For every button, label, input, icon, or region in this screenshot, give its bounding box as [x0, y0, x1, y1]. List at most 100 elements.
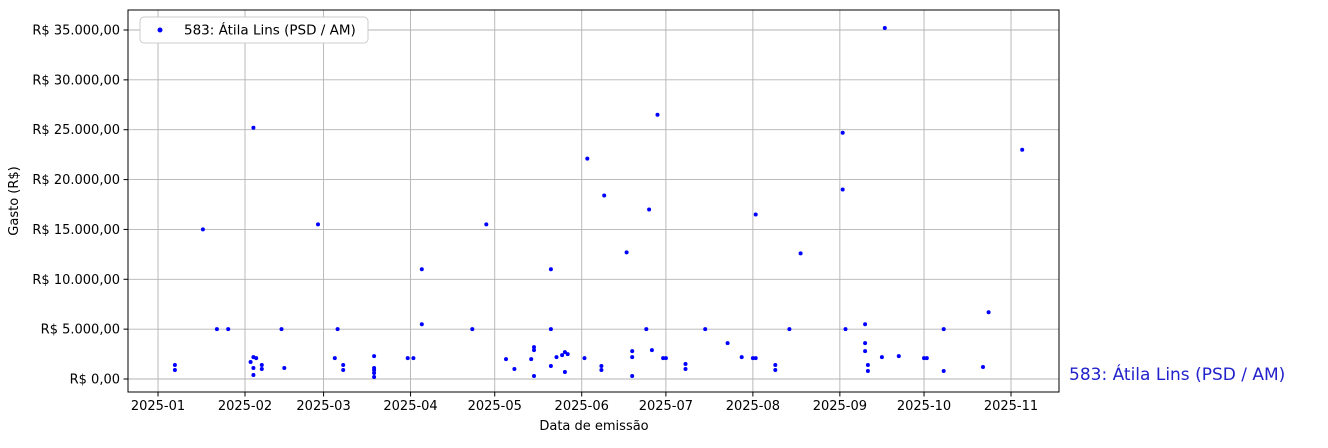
data-point — [484, 222, 489, 227]
data-point — [582, 356, 587, 361]
data-point — [787, 327, 792, 332]
data-point — [279, 327, 284, 332]
data-point — [251, 366, 256, 370]
data-point — [405, 356, 410, 361]
data-point — [470, 327, 475, 332]
data-point — [548, 364, 553, 368]
x-tick-label: 2025-09 — [813, 399, 867, 414]
data-point — [840, 187, 845, 192]
data-point — [200, 227, 205, 232]
data-point — [896, 354, 901, 359]
data-point — [532, 374, 536, 378]
data-point — [661, 356, 666, 361]
tick-layer: 2025-01 2025-02 2025-03 2025-04 2025-05 2025-… — [32, 24, 1038, 414]
x-tick-label: 2025-02 — [218, 399, 272, 414]
data-point — [254, 356, 259, 361]
grid-layer — [128, 10, 1059, 392]
y-axis-title: Gasto (R$) — [7, 166, 22, 235]
x-tick-label: 2025-03 — [296, 399, 350, 414]
data-point — [554, 355, 559, 360]
y-tick-label: R$ 35.000,00 — [32, 24, 120, 39]
data-points-layer — [172, 26, 1025, 379]
data-point — [703, 327, 708, 332]
legend: 583: Átila Lins (PSD / AM) — [139, 16, 369, 44]
y-tick-label: R$ 25.000,00 — [32, 123, 120, 138]
data-point — [282, 366, 287, 370]
data-point — [562, 370, 567, 374]
data-point — [1020, 147, 1025, 152]
data-point — [843, 327, 848, 332]
data-point — [882, 26, 887, 30]
data-point — [316, 222, 320, 227]
data-point — [335, 327, 340, 332]
data-point — [649, 348, 654, 353]
data-point — [644, 327, 649, 332]
data-point — [504, 357, 508, 362]
data-point — [341, 363, 346, 367]
data-point — [630, 349, 635, 354]
data-point — [655, 112, 660, 117]
data-point — [419, 267, 424, 272]
data-point — [532, 348, 536, 353]
y-tick-label: R$ 15.000,00 — [32, 223, 120, 238]
data-point — [562, 350, 567, 355]
y-tick-label: R$ 5.000,00 — [41, 323, 120, 338]
data-point — [602, 193, 607, 198]
data-point — [532, 345, 536, 350]
data-point — [798, 251, 803, 256]
data-point — [332, 356, 337, 361]
data-point — [753, 212, 758, 217]
data-point — [248, 360, 253, 364]
data-point — [172, 368, 177, 372]
data-point — [753, 356, 758, 361]
x-tick-label: 2025-01 — [131, 399, 185, 414]
x-tick-label: 2025-07 — [639, 399, 693, 414]
data-point — [560, 353, 565, 358]
data-point — [863, 341, 868, 346]
data-point — [647, 207, 652, 212]
data-point — [251, 373, 256, 377]
y-tick-label: R$ 10.000,00 — [32, 273, 120, 288]
data-point — [599, 364, 604, 368]
data-point — [585, 156, 590, 161]
data-point — [773, 363, 778, 367]
legend-marker-icon — [157, 27, 163, 33]
series-side-label[interactable]: 583: Átila Lins (PSD / AM) — [1069, 365, 1286, 385]
data-point — [981, 365, 985, 369]
data-point — [663, 356, 668, 361]
plot-border — [127, 9, 1060, 393]
data-point — [419, 322, 424, 327]
data-point — [259, 363, 264, 367]
data-point — [512, 367, 517, 371]
data-point — [372, 354, 377, 359]
data-point — [773, 368, 778, 372]
data-point — [529, 357, 534, 362]
data-point — [214, 327, 219, 332]
data-point — [863, 322, 868, 327]
data-point — [922, 356, 926, 361]
data-point — [630, 374, 635, 378]
data-point — [863, 349, 868, 354]
data-point — [840, 130, 845, 135]
data-point — [372, 371, 377, 375]
data-point — [865, 369, 870, 373]
data-point — [879, 355, 884, 360]
data-point — [226, 327, 231, 332]
legend-label: 583: Átila Lins (PSD / AM) — [184, 22, 356, 39]
data-point — [372, 368, 377, 372]
data-point — [924, 356, 929, 361]
x-tick-label: 2025-06 — [555, 399, 609, 414]
x-tick-label: 2025-11 — [984, 399, 1038, 414]
data-point — [739, 355, 744, 360]
data-point — [986, 310, 991, 315]
data-point — [941, 369, 946, 373]
data-point — [548, 267, 553, 272]
data-point — [172, 363, 177, 367]
data-point — [548, 327, 553, 332]
x-tick-label: 2025-08 — [726, 399, 780, 414]
x-axis-title: Data de emissão — [539, 419, 648, 434]
x-tick-label: 2025-04 — [383, 399, 437, 414]
data-point — [683, 362, 688, 366]
